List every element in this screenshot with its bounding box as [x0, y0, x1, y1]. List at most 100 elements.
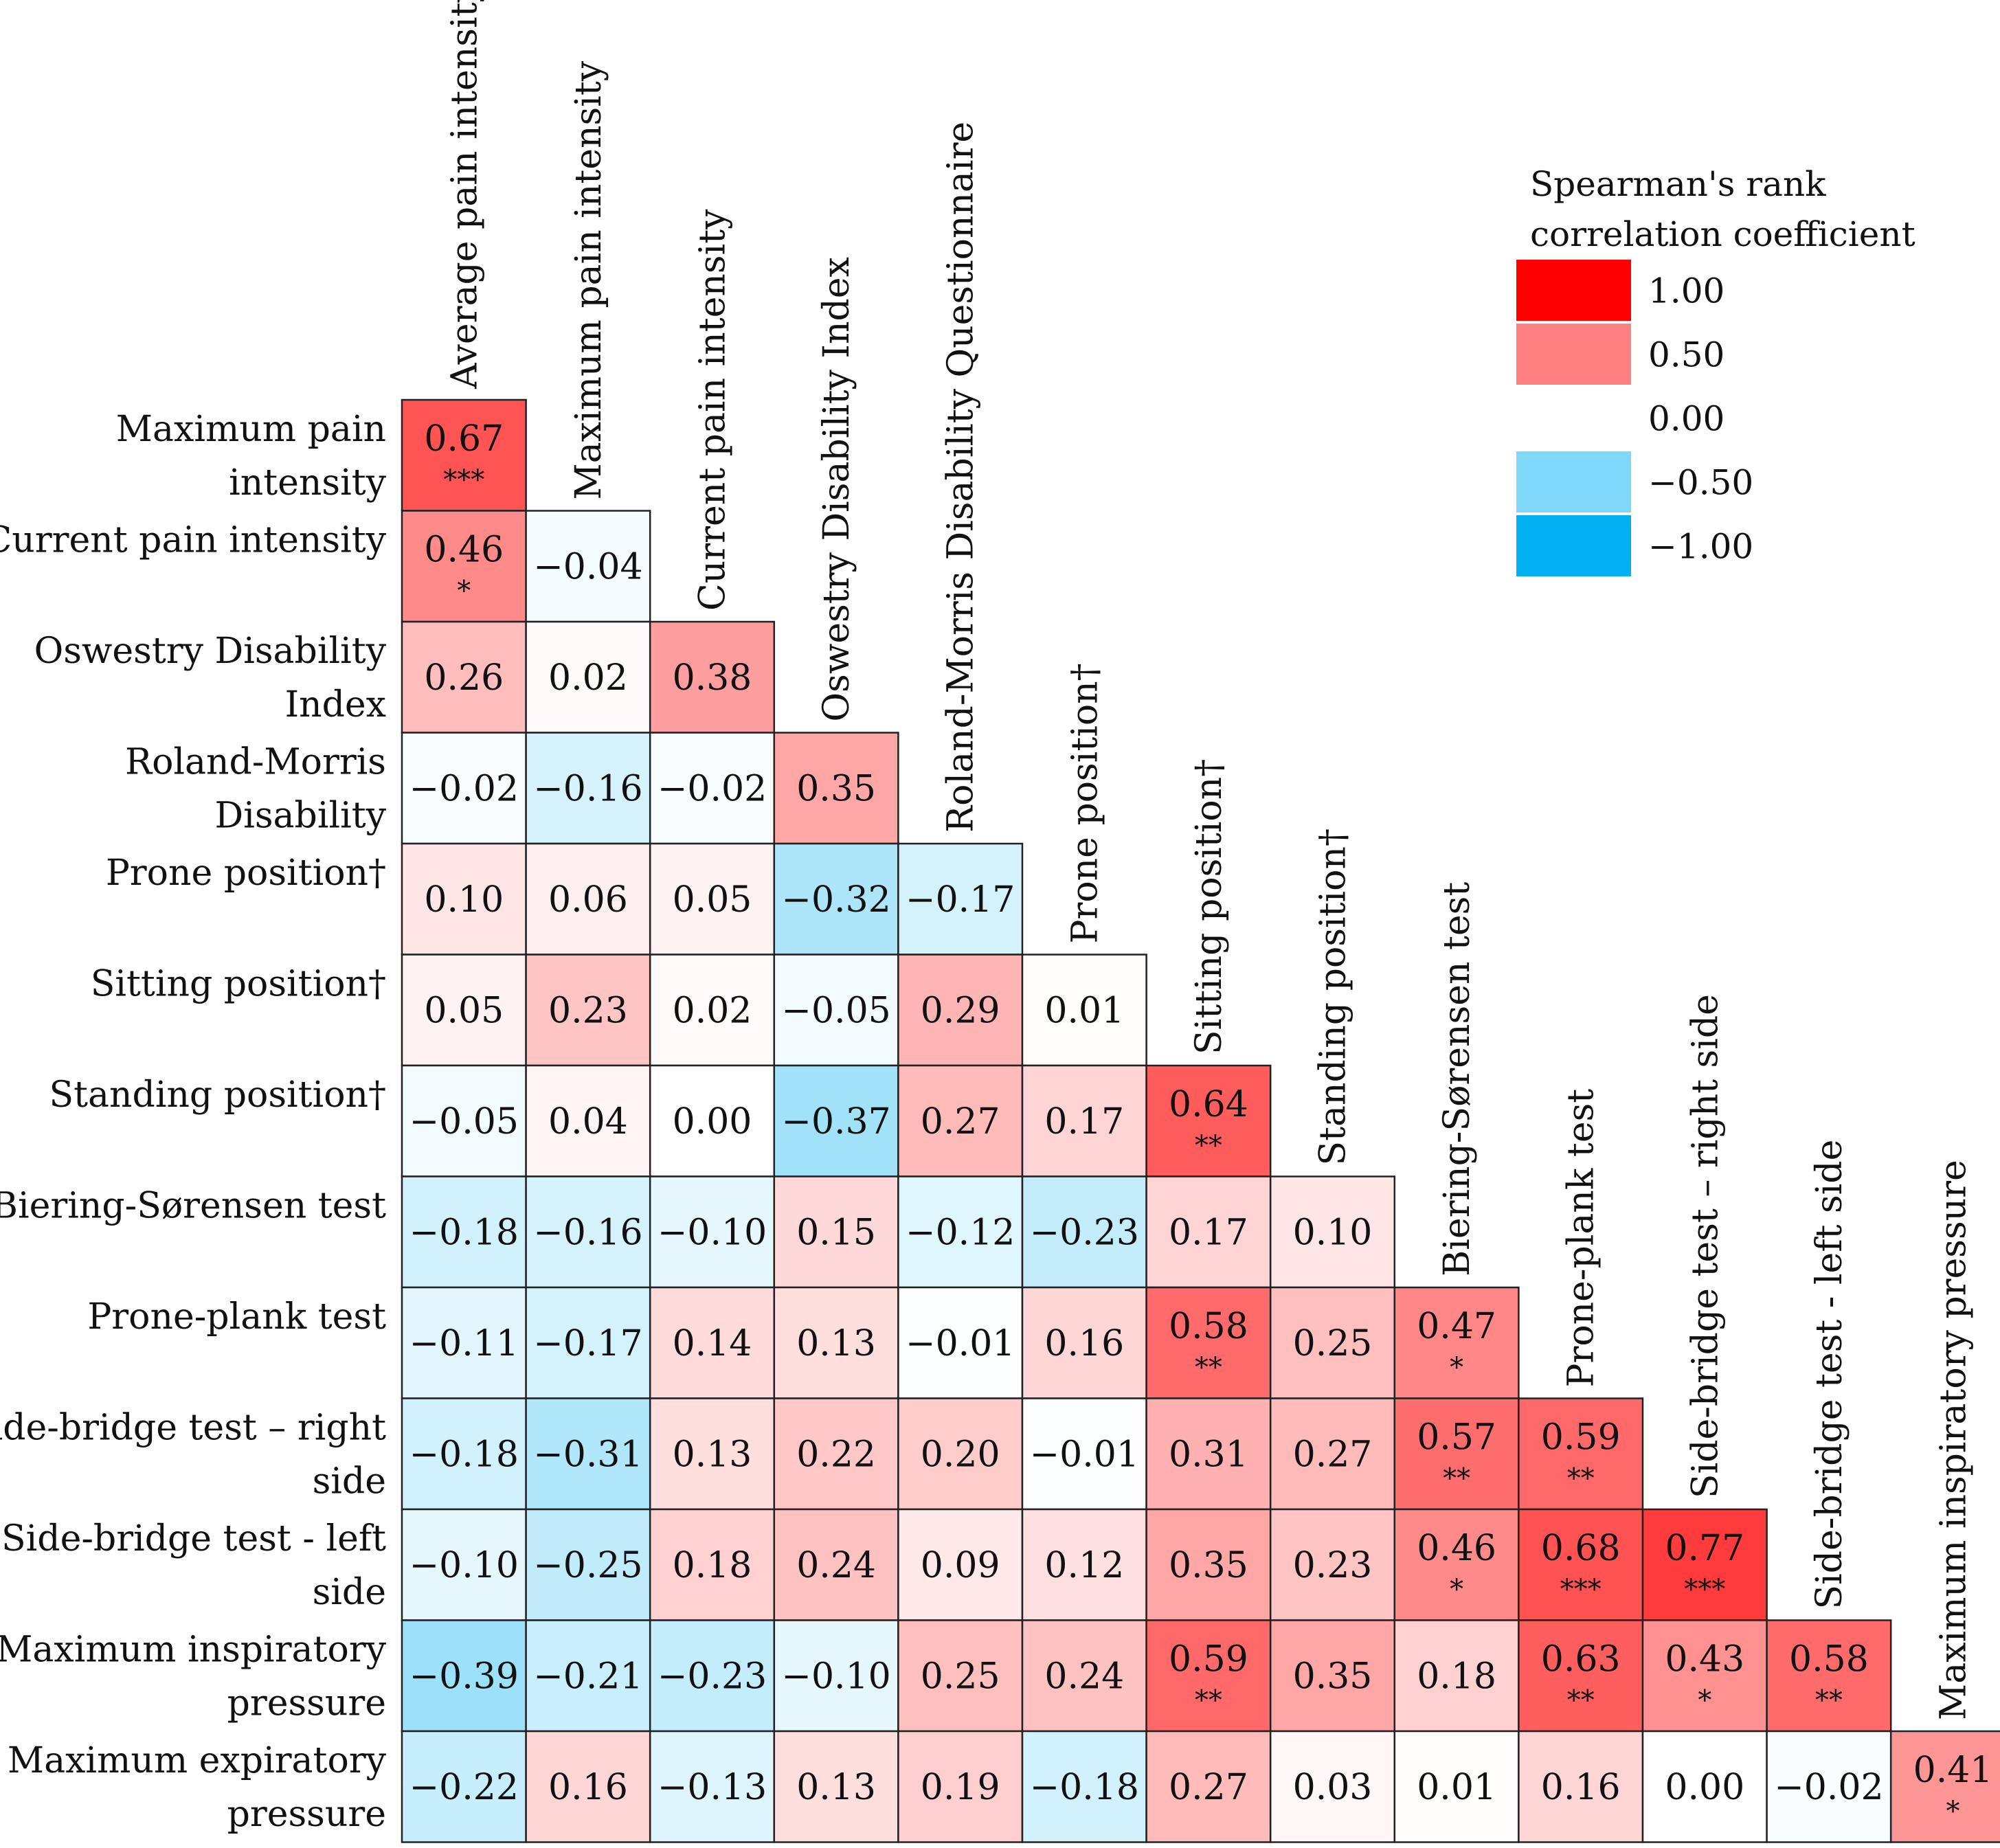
heatmap-cell — [525, 1064, 651, 1177]
cell-value: −0.01 — [906, 1323, 1015, 1364]
cell-value: −0.17 — [533, 1323, 642, 1364]
cell-value: 0.59 — [1169, 1639, 1248, 1680]
cell-value: −0.39 — [409, 1656, 519, 1697]
row-labels: Maximum pain intensity Current pain intens… — [0, 409, 387, 1835]
column-label-sitting-position: Sitting position† — [1189, 759, 1230, 1055]
cell-value: 0.27 — [1169, 1767, 1248, 1808]
row-label-maximum-pain-intensity: Maximum pain intensity — [116, 409, 387, 504]
heatmap-cell — [649, 1397, 776, 1511]
cell-value: −0.22 — [409, 1767, 519, 1808]
row-label-oswestry-disability-index: Oswestry Disability Index — [34, 631, 387, 725]
heatmap-cell — [1766, 1619, 1892, 1733]
heatmap-cell — [1518, 1730, 1644, 1843]
column-label-prone-plank-test: Prone-plank test — [1561, 1089, 1602, 1388]
cell-value: −0.02 — [409, 768, 519, 809]
cell-value: −0.37 — [781, 1101, 890, 1142]
heatmap-cell — [1021, 954, 1147, 1067]
column-label-side-bridge-test-right-side: Side-bridge test – right side — [1685, 994, 1726, 1498]
heatmap-cell — [649, 954, 776, 1067]
heatmap-cell — [1145, 1619, 1272, 1733]
row-label-maximum-expiratory-pressure: Maximum expiratory pressure — [8, 1740, 387, 1835]
heatmap-cell — [1393, 1286, 1520, 1399]
cell-value: 0.77 — [1665, 1528, 1744, 1569]
cell-value: 0.16 — [1541, 1767, 1621, 1808]
heatmap-cell — [525, 842, 651, 956]
significance-marker: * — [1698, 1685, 1711, 1717]
cell-value: 0.18 — [673, 1545, 752, 1586]
heatmap-cell — [1269, 1730, 1396, 1843]
heatmap-cell — [1518, 1619, 1644, 1733]
cell-value: 0.46 — [424, 530, 504, 571]
cell-value: −0.13 — [658, 1767, 767, 1808]
cell-value: 0.27 — [1293, 1434, 1373, 1475]
cell-value: 0.57 — [1417, 1417, 1496, 1458]
heatmap-cell — [1641, 1508, 1768, 1621]
row-label-current-pain-intensity: Current pain intensity — [0, 520, 387, 561]
cell-value: −0.16 — [533, 1212, 642, 1253]
heatmap-cell — [773, 1619, 899, 1733]
heatmap-cell — [773, 1286, 899, 1399]
cell-value: 0.68 — [1541, 1528, 1621, 1569]
cell-value: 0.00 — [673, 1101, 752, 1142]
column-label-side-bridge-test-left-side: Side-bridge test - left side — [1809, 1140, 1850, 1610]
significance-marker: * — [457, 576, 471, 607]
cell-value: 0.03 — [1293, 1767, 1373, 1808]
heatmap-cell — [1518, 1397, 1644, 1511]
heatmap-cell — [1145, 1730, 1272, 1843]
column-label-roland-morris-disability-questionnaire: Roland-Morris Disability Questionnaire — [941, 122, 982, 833]
legend-tick-label: 0.00 — [1648, 399, 1724, 439]
heatmap-cell — [1393, 1397, 1520, 1511]
cell-value: −0.21 — [533, 1656, 642, 1697]
heatmap-cell — [401, 620, 527, 734]
cell-value: −0.04 — [533, 546, 642, 587]
column-label-biering-s-rensen-test: Biering-Sørensen test — [1437, 882, 1478, 1276]
heatmap-cell — [1021, 1286, 1147, 1399]
cell-value: 0.25 — [1293, 1323, 1373, 1364]
cell-value: 0.24 — [796, 1545, 876, 1586]
cell-value: 0.64 — [1169, 1084, 1248, 1125]
cell-value: 0.18 — [1417, 1656, 1496, 1697]
cell-value: −0.02 — [1774, 1767, 1883, 1808]
cell-value: 0.35 — [1293, 1656, 1373, 1697]
cell-value: 0.10 — [424, 879, 504, 921]
cell-value: −0.23 — [658, 1656, 767, 1697]
heatmap-cell — [401, 1730, 527, 1843]
cell-value: 0.06 — [548, 879, 628, 921]
heatmap-cell — [401, 1619, 527, 1733]
legend-swatch — [1516, 324, 1631, 385]
heatmap-cell — [401, 1508, 527, 1621]
column-labels: Average pain intensity Maximum pain inten… — [444, 0, 1974, 1720]
significance-marker: ** — [1567, 1685, 1595, 1717]
heatmap-cell — [897, 954, 1024, 1067]
heatmap-cell — [1021, 1508, 1147, 1621]
heatmap-cell — [401, 1286, 527, 1399]
heatmap-cell — [525, 1619, 651, 1733]
legend-title: Spearman's rank correlation coefficient — [1530, 164, 1915, 254]
legend-swatch — [1516, 515, 1631, 576]
cell-value: 0.27 — [921, 1101, 1000, 1142]
cell-value: 0.05 — [673, 879, 752, 921]
cell-value: 0.16 — [548, 1767, 628, 1808]
cell-value: 0.23 — [548, 990, 628, 1031]
cell-value: 0.47 — [1417, 1306, 1496, 1347]
heatmap-cell — [1021, 1397, 1147, 1511]
heatmap-cell — [773, 1064, 899, 1177]
heatmap-cell — [773, 732, 899, 845]
heatmap-cell — [1021, 1730, 1147, 1843]
cell-value: 0.35 — [1169, 1545, 1248, 1586]
cell-value: 0.10 — [1293, 1212, 1373, 1253]
cell-value: −0.10 — [409, 1545, 519, 1586]
heatmap-cell — [1393, 1508, 1520, 1621]
row-label-maximum-inspiratory-pressure: Maximum inspiratory pressure — [0, 1630, 387, 1724]
cell-value: 0.02 — [548, 657, 628, 699]
cell-value: 0.26 — [424, 657, 504, 699]
cell-value: 0.43 — [1665, 1639, 1744, 1680]
heatmap-cell — [1393, 1619, 1520, 1733]
row-label-biering-s-rensen-test: Biering-Sørensen test — [0, 1186, 386, 1227]
cell-value: 0.05 — [424, 990, 504, 1031]
cell-value: 0.25 — [921, 1656, 1000, 1697]
column-label-average-pain-intensity: Average pain intensity — [444, 0, 485, 390]
cell-value: 0.17 — [1044, 1101, 1124, 1142]
legend-tick-label: 0.50 — [1648, 335, 1724, 375]
